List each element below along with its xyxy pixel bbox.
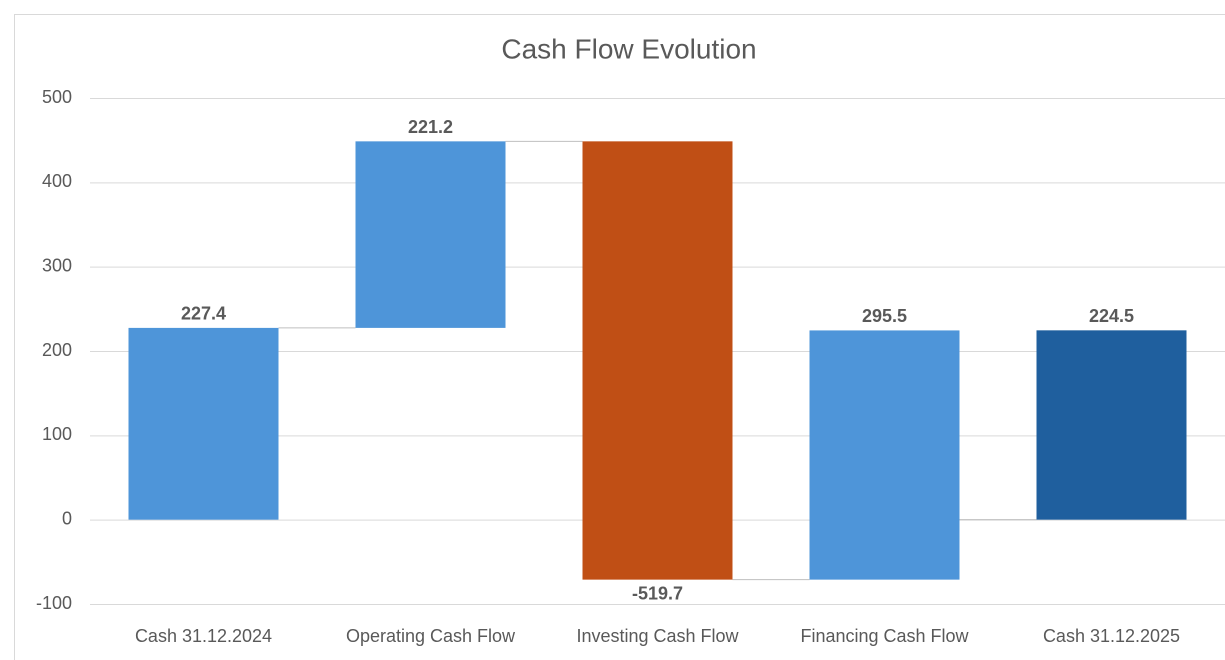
data-label: 227.4 [181,304,226,324]
y-tick-label: 300 [42,255,72,275]
x-tick-label: Cash 31.12.2024 [135,626,272,646]
chart-title: Cash Flow Evolution [501,33,756,64]
y-tick-label: -100 [36,593,72,613]
bar [355,141,506,328]
y-tick-label: 0 [62,508,72,528]
y-tick-label: 200 [42,340,72,360]
data-label: 224.5 [1089,306,1134,326]
x-tick-label: Investing Cash Flow [576,626,739,646]
bar [809,330,960,580]
bar [128,327,279,520]
data-label: 221.2 [408,117,453,137]
data-label: 295.5 [862,306,907,326]
bar [582,141,733,580]
x-tick-label: Operating Cash Flow [346,626,516,646]
y-tick-label: 100 [42,424,72,444]
y-tick-label: 500 [42,87,72,107]
x-tick-label: Cash 31.12.2025 [1043,626,1180,646]
data-label: -519.7 [632,583,683,603]
x-tick-label: Financing Cash Flow [800,626,969,646]
bar [1036,330,1187,520]
y-tick-label: 400 [42,171,72,191]
